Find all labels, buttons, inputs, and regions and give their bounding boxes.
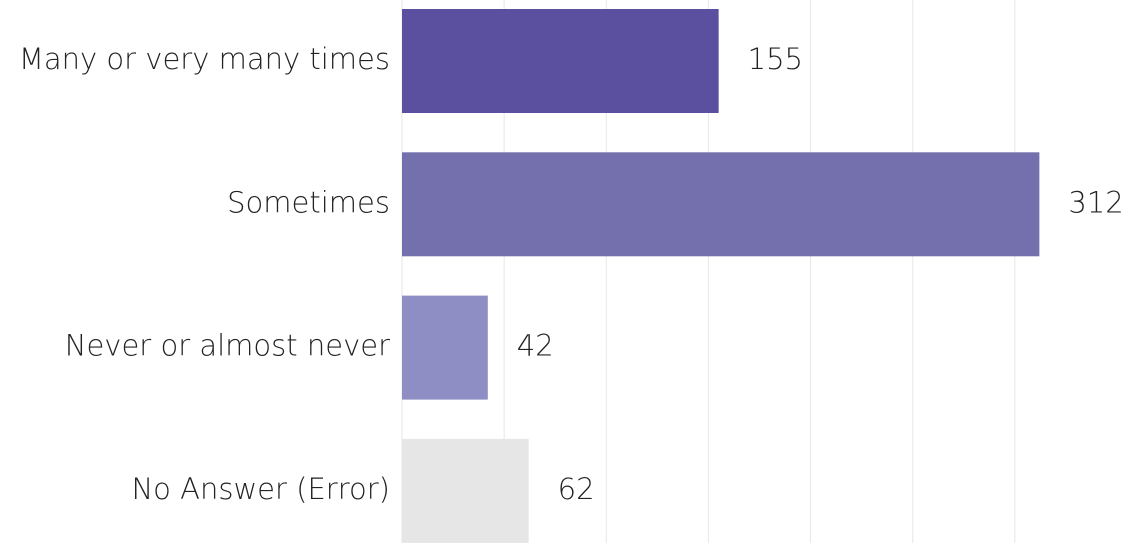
bar bbox=[402, 9, 719, 113]
y-tick-label: Many or very many times bbox=[19, 42, 390, 76]
value-label: 42 bbox=[517, 329, 554, 363]
value-label: 62 bbox=[558, 472, 595, 506]
y-tick-label: Never or almost never bbox=[65, 329, 390, 363]
y-tick-label: No Answer (Error) bbox=[131, 472, 390, 506]
bar bbox=[402, 152, 1040, 257]
bar bbox=[402, 295, 488, 400]
y-tick-label: Sometimes bbox=[227, 185, 390, 219]
bar bbox=[402, 438, 529, 543]
value-label: 312 bbox=[1068, 185, 1123, 219]
value-label: 155 bbox=[748, 42, 803, 76]
